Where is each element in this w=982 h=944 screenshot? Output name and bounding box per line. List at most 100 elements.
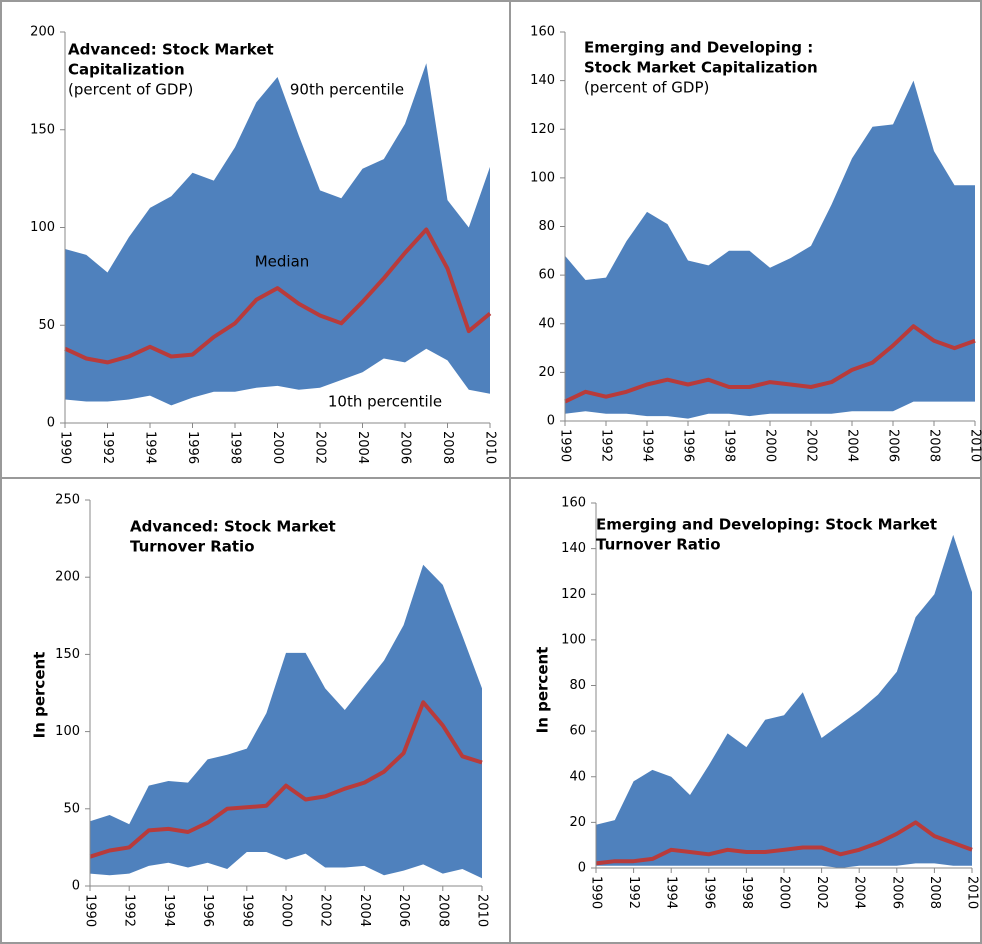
y-tick-label: 0: [72, 879, 80, 894]
chart-subtitle: (percent of GDP): [584, 79, 709, 97]
x-tick-label: 1998: [228, 431, 243, 464]
chart-title: Advanced: Stock Market: [68, 41, 274, 59]
median-line: [64, 227, 492, 365]
x-tick-label: 2008: [440, 431, 455, 464]
x-tick-label: 2010: [968, 429, 982, 462]
y-tick-label: 140: [530, 73, 555, 88]
y-tick-label: 140: [561, 541, 586, 556]
y-tick-label: 60: [538, 268, 555, 283]
x-tick-label: 2008: [927, 429, 942, 462]
y-tick-label: 50: [38, 318, 55, 333]
x-tick-label: 1992: [626, 876, 641, 909]
series-label: Median: [255, 253, 310, 271]
area: [65, 348, 490, 423]
y-tick-label: 150: [30, 122, 55, 137]
area: [565, 80, 975, 421]
x-tick-label: 2008: [435, 894, 450, 927]
y-tick-label: 200: [55, 570, 80, 585]
x-tick-label: 1992: [100, 431, 115, 464]
x-tick-label: 2006: [889, 876, 904, 909]
area: [596, 863, 972, 868]
y-tick-label: 0: [47, 416, 55, 431]
x-tick-label: 2010: [475, 894, 490, 927]
x-tick-label: 2010: [965, 876, 980, 909]
x-tick-label: 1996: [185, 431, 200, 464]
x-tick-label: 1990: [58, 431, 73, 464]
y-tick-label: 120: [530, 122, 555, 137]
area: [90, 564, 482, 886]
x-tick-label: 2004: [357, 894, 372, 927]
y-axis-label: In percent: [534, 647, 552, 734]
y-tick-label: 120: [561, 587, 586, 602]
x-tick-label: 2000: [270, 431, 285, 464]
y-tick-label: 60: [569, 724, 586, 739]
x-tick-label: 1998: [239, 894, 254, 927]
y-tick-label: 150: [55, 647, 80, 662]
y-tick-label: 250: [55, 493, 80, 508]
x-tick-label: 1994: [143, 431, 158, 464]
median-line: [595, 820, 973, 866]
x-tick-label: 1992: [122, 894, 137, 927]
series-label: 10th percentile: [328, 393, 442, 411]
median-line: [89, 700, 483, 859]
x-tick-label: 1994: [161, 894, 176, 927]
y-tick-label: 200: [30, 25, 55, 40]
y-tick-label: 160: [530, 25, 555, 40]
x-tick-label: 1992: [599, 429, 614, 462]
chart-title: Emerging and Developing :: [584, 39, 813, 57]
chart-title: Emerging and Developing: Stock Market: [596, 516, 937, 534]
y-tick-label: 80: [538, 219, 555, 234]
x-tick-label: 2006: [886, 429, 901, 462]
y-axis-label: In percent: [31, 652, 49, 739]
area: [65, 63, 490, 424]
y-tick-label: 40: [538, 316, 555, 331]
area: [90, 852, 482, 886]
y-tick-label: 40: [569, 769, 586, 784]
x-tick-label: 1996: [200, 894, 215, 927]
y-tick-label: 0: [578, 861, 586, 876]
x-tick-label: 2006: [398, 431, 413, 464]
y-tick-label: 100: [55, 724, 80, 739]
x-tick-label: 2004: [852, 876, 867, 909]
x-tick-label: 2004: [845, 429, 860, 462]
y-tick-label: 20: [538, 365, 555, 380]
y-tick-label: 20: [569, 815, 586, 830]
y-tick-label: 160: [561, 496, 586, 511]
x-tick-label: 1994: [640, 429, 655, 462]
series-label: 90th percentile: [290, 81, 404, 99]
x-tick-label: 2010: [483, 431, 498, 464]
x-tick-label: 2004: [355, 431, 370, 464]
chart-title: Turnover Ratio: [130, 538, 255, 556]
x-tick-label: 2002: [318, 894, 333, 927]
y-tick-label: 100: [561, 632, 586, 647]
x-tick-label: 1990: [589, 876, 604, 909]
x-tick-label: 2006: [396, 894, 411, 927]
y-tick-label: 100: [30, 220, 55, 235]
chart-title: Advanced: Stock Market: [130, 518, 336, 536]
x-tick-label: 2000: [763, 429, 778, 462]
x-tick-label: 1998: [722, 429, 737, 462]
x-tick-label: 2000: [777, 876, 792, 909]
x-tick-label: 1996: [701, 876, 716, 909]
chart-title: Stock Market Capitalization: [584, 59, 818, 77]
x-tick-label: 1990: [83, 894, 98, 927]
x-tick-label: 2000: [279, 894, 294, 927]
median-line: [564, 324, 976, 404]
y-tick-label: 0: [547, 414, 555, 429]
area: [596, 534, 972, 868]
x-tick-label: 2002: [814, 876, 829, 909]
x-tick-label: 2002: [804, 429, 819, 462]
x-tick-label: 2002: [313, 431, 328, 464]
chart-title: Turnover Ratio: [596, 536, 721, 554]
y-tick-label: 50: [63, 801, 80, 816]
x-tick-label: 1990: [558, 429, 573, 462]
y-tick-label: 80: [569, 678, 586, 693]
x-tick-label: 2008: [927, 876, 942, 909]
area: [565, 401, 975, 421]
x-tick-label: 1998: [739, 876, 754, 909]
chart-subtitle: (percent of GDP): [68, 81, 193, 99]
x-tick-label: 1996: [681, 429, 696, 462]
chart-title: Capitalization: [68, 61, 185, 79]
